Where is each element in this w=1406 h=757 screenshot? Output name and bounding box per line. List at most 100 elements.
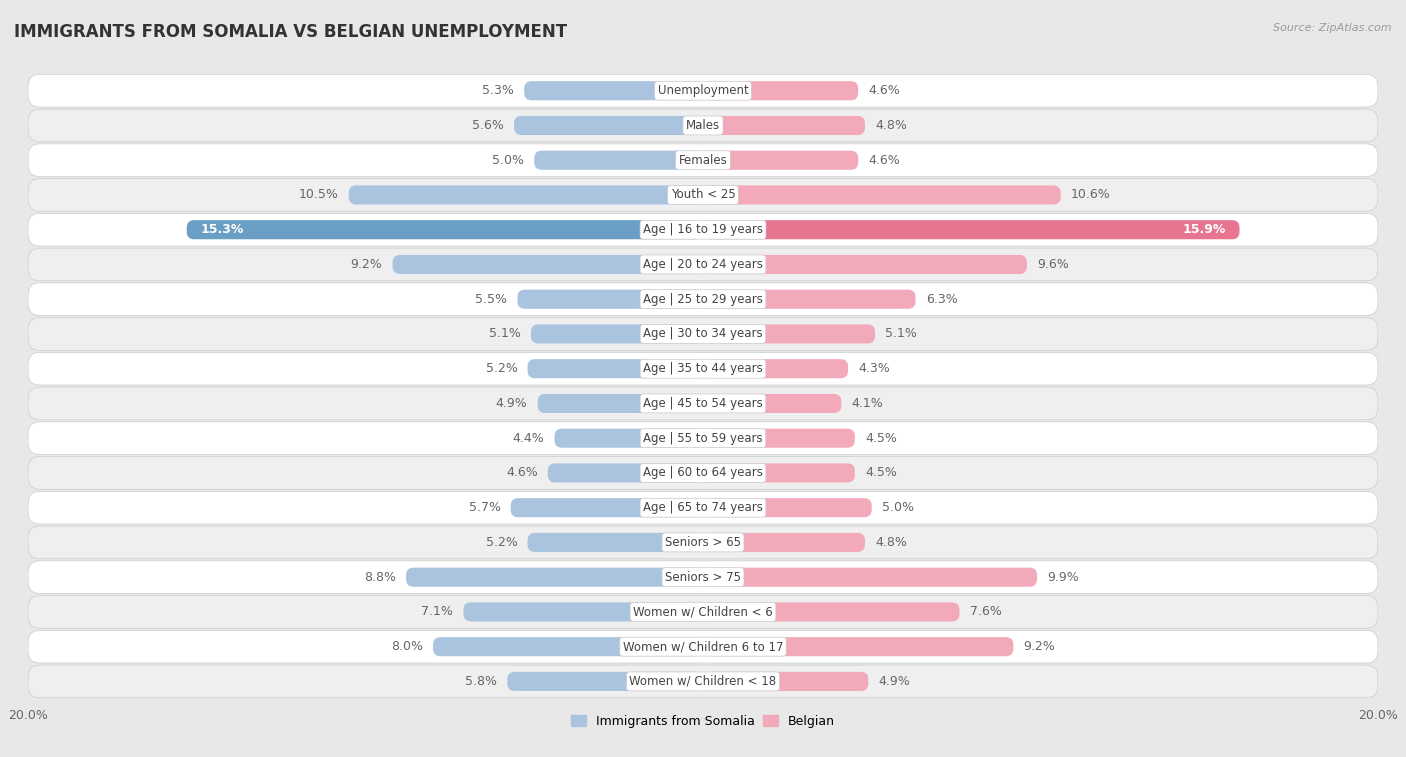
Text: 10.6%: 10.6% — [1071, 188, 1111, 201]
FancyBboxPatch shape — [28, 109, 1378, 142]
Text: 4.8%: 4.8% — [875, 536, 907, 549]
FancyBboxPatch shape — [527, 533, 703, 552]
FancyBboxPatch shape — [703, 325, 875, 344]
FancyBboxPatch shape — [703, 533, 865, 552]
FancyBboxPatch shape — [28, 422, 1378, 454]
FancyBboxPatch shape — [703, 428, 855, 447]
Text: 4.4%: 4.4% — [513, 431, 544, 444]
FancyBboxPatch shape — [554, 428, 703, 447]
Text: 9.6%: 9.6% — [1038, 258, 1069, 271]
Text: Age | 60 to 64 years: Age | 60 to 64 years — [643, 466, 763, 479]
Text: 4.3%: 4.3% — [858, 362, 890, 375]
Text: 9.9%: 9.9% — [1047, 571, 1078, 584]
Text: 10.5%: 10.5% — [298, 188, 339, 201]
FancyBboxPatch shape — [703, 151, 858, 170]
Text: 7.6%: 7.6% — [970, 606, 1001, 618]
Text: 5.6%: 5.6% — [472, 119, 503, 132]
Text: IMMIGRANTS FROM SOMALIA VS BELGIAN UNEMPLOYMENT: IMMIGRANTS FROM SOMALIA VS BELGIAN UNEMP… — [14, 23, 567, 41]
Text: 5.5%: 5.5% — [475, 293, 508, 306]
Text: Youth < 25: Youth < 25 — [671, 188, 735, 201]
Text: 4.5%: 4.5% — [865, 431, 897, 444]
Text: 5.0%: 5.0% — [492, 154, 524, 167]
FancyBboxPatch shape — [703, 185, 1060, 204]
Text: 4.1%: 4.1% — [852, 397, 883, 410]
FancyBboxPatch shape — [703, 81, 858, 100]
Text: 5.3%: 5.3% — [482, 84, 515, 97]
FancyBboxPatch shape — [703, 394, 841, 413]
FancyBboxPatch shape — [510, 498, 703, 517]
Text: Age | 16 to 19 years: Age | 16 to 19 years — [643, 223, 763, 236]
FancyBboxPatch shape — [531, 325, 703, 344]
Text: Age | 65 to 74 years: Age | 65 to 74 years — [643, 501, 763, 514]
FancyBboxPatch shape — [392, 255, 703, 274]
Text: Seniors > 65: Seniors > 65 — [665, 536, 741, 549]
Text: 15.3%: 15.3% — [200, 223, 243, 236]
Text: 5.1%: 5.1% — [489, 328, 520, 341]
Text: 4.6%: 4.6% — [869, 84, 900, 97]
FancyBboxPatch shape — [28, 491, 1378, 524]
Text: 5.2%: 5.2% — [485, 536, 517, 549]
Text: 8.0%: 8.0% — [391, 640, 423, 653]
FancyBboxPatch shape — [703, 255, 1026, 274]
FancyBboxPatch shape — [703, 498, 872, 517]
FancyBboxPatch shape — [28, 456, 1378, 489]
FancyBboxPatch shape — [515, 116, 703, 135]
Text: 9.2%: 9.2% — [350, 258, 382, 271]
FancyBboxPatch shape — [349, 185, 703, 204]
Text: 5.7%: 5.7% — [468, 501, 501, 514]
FancyBboxPatch shape — [548, 463, 703, 482]
Text: Unemployment: Unemployment — [658, 84, 748, 97]
FancyBboxPatch shape — [464, 603, 703, 621]
FancyBboxPatch shape — [703, 637, 1014, 656]
FancyBboxPatch shape — [703, 568, 1038, 587]
FancyBboxPatch shape — [28, 526, 1378, 559]
FancyBboxPatch shape — [28, 561, 1378, 593]
Text: Source: ZipAtlas.com: Source: ZipAtlas.com — [1274, 23, 1392, 33]
Text: 4.9%: 4.9% — [496, 397, 527, 410]
Text: Age | 25 to 29 years: Age | 25 to 29 years — [643, 293, 763, 306]
FancyBboxPatch shape — [703, 116, 865, 135]
FancyBboxPatch shape — [28, 213, 1378, 246]
FancyBboxPatch shape — [703, 603, 959, 621]
FancyBboxPatch shape — [527, 359, 703, 378]
FancyBboxPatch shape — [508, 672, 703, 691]
FancyBboxPatch shape — [28, 665, 1378, 698]
FancyBboxPatch shape — [28, 179, 1378, 211]
FancyBboxPatch shape — [28, 352, 1378, 385]
FancyBboxPatch shape — [703, 672, 869, 691]
Text: 4.6%: 4.6% — [869, 154, 900, 167]
FancyBboxPatch shape — [28, 248, 1378, 281]
Text: Age | 20 to 24 years: Age | 20 to 24 years — [643, 258, 763, 271]
Text: Age | 45 to 54 years: Age | 45 to 54 years — [643, 397, 763, 410]
FancyBboxPatch shape — [537, 394, 703, 413]
Text: 5.1%: 5.1% — [886, 328, 917, 341]
FancyBboxPatch shape — [703, 463, 855, 482]
Text: Seniors > 75: Seniors > 75 — [665, 571, 741, 584]
Text: Women w/ Children 6 to 17: Women w/ Children 6 to 17 — [623, 640, 783, 653]
FancyBboxPatch shape — [524, 81, 703, 100]
Text: Age | 55 to 59 years: Age | 55 to 59 years — [643, 431, 763, 444]
Text: 4.8%: 4.8% — [875, 119, 907, 132]
Legend: Immigrants from Somalia, Belgian: Immigrants from Somalia, Belgian — [567, 710, 839, 733]
Text: Women w/ Children < 18: Women w/ Children < 18 — [630, 675, 776, 688]
Text: 7.1%: 7.1% — [422, 606, 453, 618]
FancyBboxPatch shape — [703, 220, 1240, 239]
FancyBboxPatch shape — [28, 387, 1378, 420]
FancyBboxPatch shape — [534, 151, 703, 170]
FancyBboxPatch shape — [28, 631, 1378, 663]
Text: 15.9%: 15.9% — [1182, 223, 1226, 236]
FancyBboxPatch shape — [28, 596, 1378, 628]
Text: 5.0%: 5.0% — [882, 501, 914, 514]
Text: 5.2%: 5.2% — [485, 362, 517, 375]
Text: Females: Females — [679, 154, 727, 167]
Text: 4.5%: 4.5% — [865, 466, 897, 479]
FancyBboxPatch shape — [703, 290, 915, 309]
Text: 5.8%: 5.8% — [465, 675, 498, 688]
FancyBboxPatch shape — [28, 283, 1378, 316]
FancyBboxPatch shape — [406, 568, 703, 587]
FancyBboxPatch shape — [703, 359, 848, 378]
FancyBboxPatch shape — [187, 220, 703, 239]
Text: Age | 30 to 34 years: Age | 30 to 34 years — [643, 328, 763, 341]
Text: 4.6%: 4.6% — [506, 466, 537, 479]
FancyBboxPatch shape — [433, 637, 703, 656]
